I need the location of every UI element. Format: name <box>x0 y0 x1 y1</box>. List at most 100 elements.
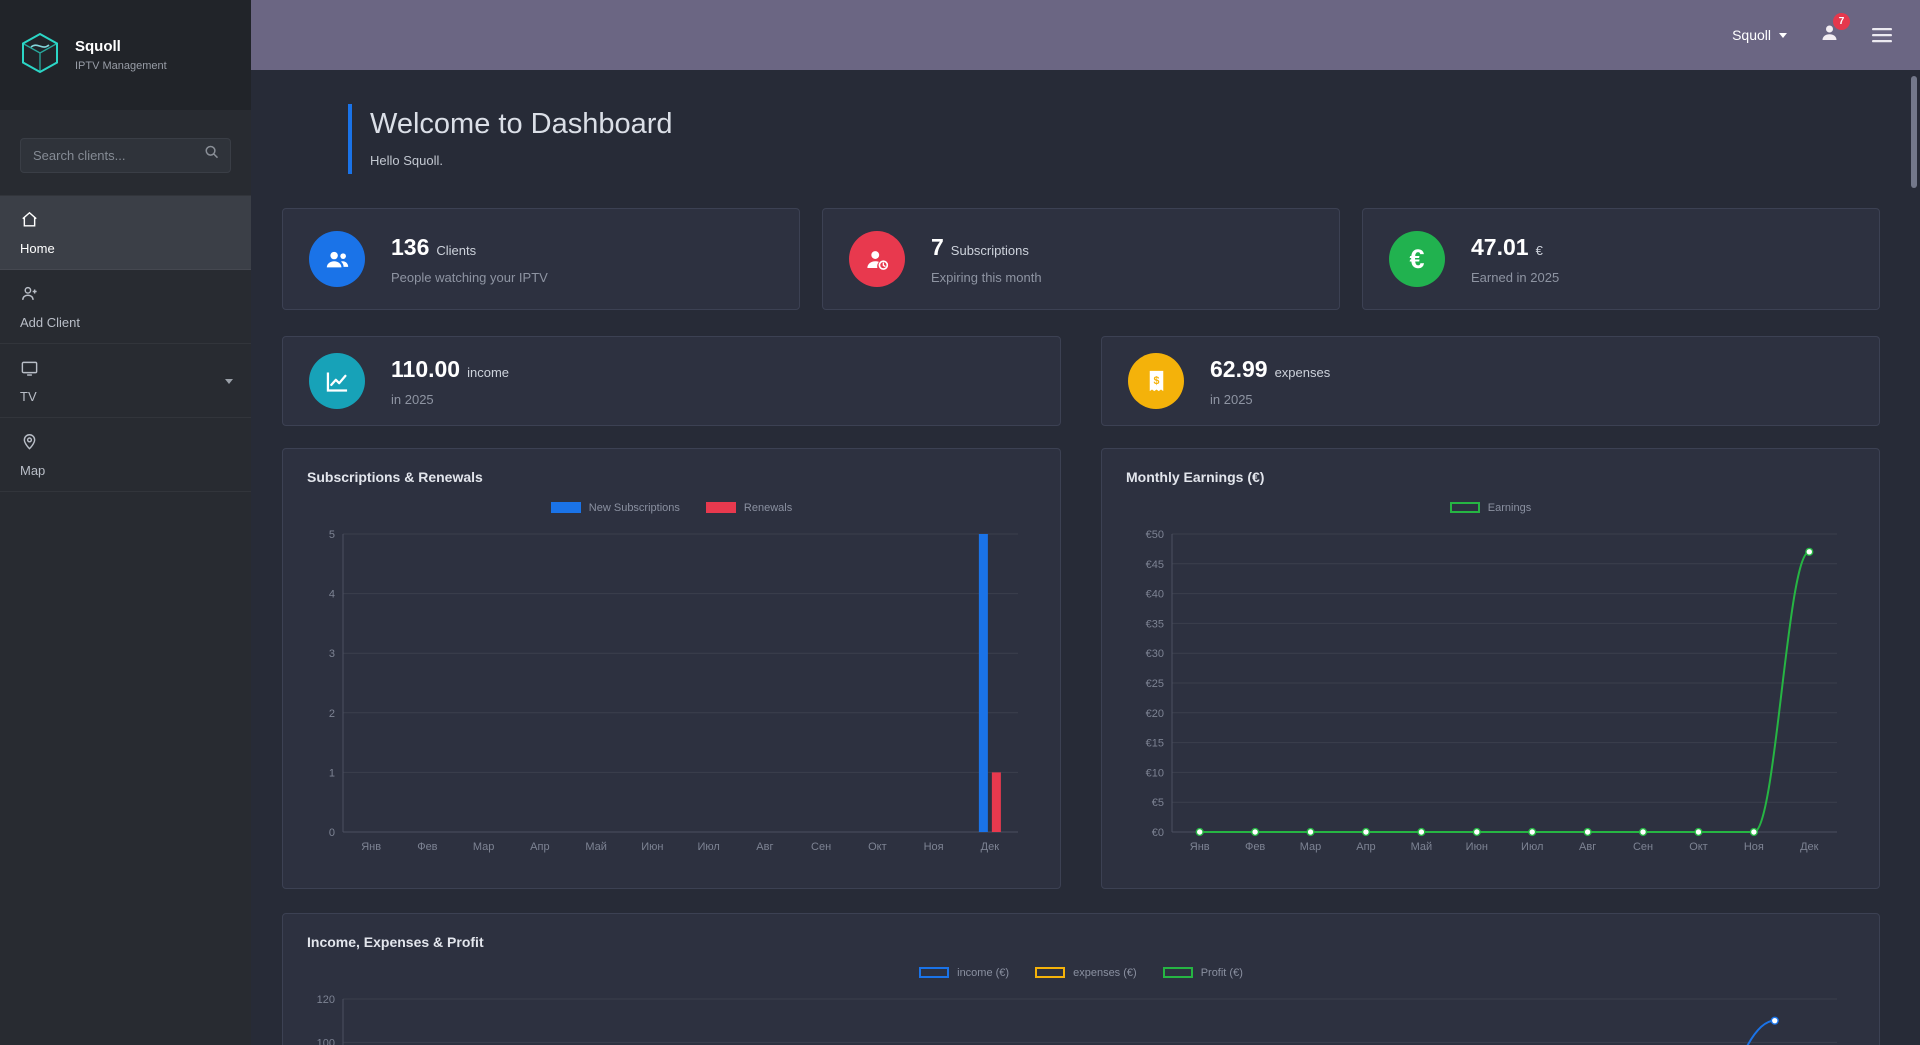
stat-card-expenses: $ 62.99 expenses in 2025 <box>1101 336 1880 426</box>
legend-label: income (€) <box>957 966 1010 979</box>
svg-text:5: 5 <box>329 529 335 541</box>
svg-text:€25: €25 <box>1146 678 1164 690</box>
search-icon[interactable] <box>204 144 219 164</box>
euro-sign-icon: € <box>1389 231 1445 287</box>
page-title: Welcome to Dashboard <box>370 108 673 140</box>
svg-text:€0: €0 <box>1152 827 1164 839</box>
svg-text:120: 120 <box>317 994 335 1006</box>
legend-item[interactable]: Earnings <box>1449 501 1532 514</box>
hamburger-icon <box>1872 28 1892 43</box>
user-menu-dropdown[interactable]: Squoll <box>1732 27 1787 43</box>
legend-label: Renewals <box>743 501 793 514</box>
svg-text:2: 2 <box>329 708 335 720</box>
income-expenses-profit-chart-card: Income, Expenses & Profit income (€) expe… <box>282 913 1880 1045</box>
svg-text:€20: €20 <box>1146 708 1164 720</box>
charts-row: Subscriptions & Renewals New Subscriptio… <box>282 448 1880 889</box>
user-plus-icon <box>20 286 39 307</box>
svg-text:1: 1 <box>329 767 335 779</box>
svg-text:Июл: Июл <box>1521 841 1543 853</box>
legend-swatch <box>550 502 581 513</box>
user-clock-icon <box>849 231 905 287</box>
stat-description: People watching your IPTV <box>391 269 548 285</box>
legend-item[interactable]: Profit (€) <box>1162 966 1243 979</box>
stat-card-earned: € 47.01 € Earned in 2025 <box>1362 208 1880 310</box>
svg-text:Дек: Дек <box>1800 841 1819 853</box>
legend-label: expenses (€) <box>1073 966 1137 979</box>
stat-unit: Subscriptions <box>950 242 1029 258</box>
svg-text:€40: €40 <box>1146 589 1164 601</box>
svg-text:€10: €10 <box>1146 767 1164 779</box>
chevron-down-icon <box>1779 32 1787 38</box>
legend-swatch <box>1162 967 1193 978</box>
svg-text:Янв: Янв <box>361 841 381 853</box>
svg-text:€35: €35 <box>1146 618 1164 630</box>
legend-swatch <box>1449 502 1480 513</box>
svg-text:Июн: Июн <box>1466 841 1488 853</box>
legend-swatch <box>919 967 950 978</box>
svg-text:Авг: Авг <box>1579 841 1596 853</box>
stat-card-clients: 136 Clients People watching your IPTV <box>282 208 800 310</box>
svg-text:Сен: Сен <box>811 841 831 853</box>
stat-value: 7 <box>931 233 944 260</box>
user-notifications-icon <box>1819 25 1840 47</box>
chart-title: Income, Expenses & Profit <box>307 934 484 950</box>
monthly-earnings-line-chart: €0 €5 €10 €15 €20 €25 €30 €35 €40 €45 €50 Янв Фев Мар… <box>1126 524 1855 862</box>
chart-legend: income (€) expenses (€) Profit (€) <box>307 966 1855 979</box>
sidebar-item-label: Add Client <box>20 315 80 330</box>
legend-item[interactable]: New Subscriptions <box>550 501 680 514</box>
client-search <box>0 110 251 195</box>
income-expenses-profit-chart: 020406080100120ЯнвФевМарАпрМайИюнИюлАвгС… <box>307 989 1855 1045</box>
svg-text:Июн: Июн <box>641 841 663 853</box>
user-menu-label: Squoll <box>1732 27 1771 43</box>
svg-text:Окт: Окт <box>868 841 887 853</box>
stat-card-income: 110.00 income in 2025 <box>282 336 1061 426</box>
svg-text:Фев: Фев <box>417 841 437 853</box>
stat-unit: income <box>467 364 510 380</box>
chart-title: Subscriptions & Renewals <box>307 469 483 485</box>
chart-legend: New Subscriptions Renewals <box>307 501 1036 514</box>
stat-description: in 2025 <box>1210 391 1253 407</box>
sidebar-item-map[interactable]: Map <box>0 418 251 492</box>
svg-text:Дек: Дек <box>981 841 1000 853</box>
sidebar-item-home[interactable]: Home <box>0 196 251 270</box>
scrollbar-thumb[interactable] <box>1911 76 1917 188</box>
legend-label: Earnings <box>1487 501 1532 514</box>
svg-text:Ноя: Ноя <box>1744 841 1764 853</box>
legend-label: Profit (€) <box>1200 966 1243 979</box>
svg-text:Фев: Фев <box>1245 841 1265 853</box>
stat-unit: expenses <box>1274 364 1331 380</box>
notification-count-badge: 7 <box>1833 13 1850 30</box>
svg-text:€45: €45 <box>1146 559 1164 571</box>
legend-item[interactable]: expenses (€) <box>1035 966 1137 979</box>
svg-text:Янв: Янв <box>1190 841 1210 853</box>
stat-value: 136 <box>391 233 430 260</box>
stat-description: Earned in 2025 <box>1471 269 1560 285</box>
stats-row-1: 136 Clients People watching your IPTV <box>282 208 1880 310</box>
sidebar-item-tv[interactable]: TV <box>0 344 251 418</box>
stat-value: 62.99 <box>1210 355 1268 382</box>
notifications-button[interactable]: 7 <box>1819 13 1850 48</box>
users-icon <box>309 231 365 287</box>
search-input[interactable] <box>20 138 231 173</box>
legend-swatch <box>705 502 736 513</box>
sidebar-item-add-client[interactable]: Add Client <box>0 270 251 344</box>
svg-text:Сен: Сен <box>1633 841 1653 853</box>
main-content: Welcome to Dashboard Hello Squoll. 136 C <box>251 70 1920 1045</box>
menu-toggle-button[interactable] <box>1872 27 1892 43</box>
sidebar-item-label: Map <box>20 463 46 478</box>
home-icon <box>20 211 39 233</box>
legend-item[interactable]: Renewals <box>705 501 793 514</box>
chart-line-icon <box>309 353 365 409</box>
svg-text:Апр: Апр <box>530 841 549 853</box>
legend-item[interactable]: income (€) <box>919 966 1009 979</box>
map-marker-icon <box>20 434 39 455</box>
svg-text:Мар: Мар <box>1300 841 1322 853</box>
svg-text:4: 4 <box>329 589 335 601</box>
sidebar-item-label: TV <box>20 389 37 404</box>
brand-subtitle: IPTV Management <box>75 60 167 72</box>
svg-text:Май: Май <box>1411 841 1433 853</box>
subscriptions-renewals-chart-card: Subscriptions & Renewals New Subscriptio… <box>282 448 1061 889</box>
svg-text:100: 100 <box>317 1037 335 1045</box>
chevron-down-icon <box>225 378 233 384</box>
tv-icon <box>20 361 39 381</box>
